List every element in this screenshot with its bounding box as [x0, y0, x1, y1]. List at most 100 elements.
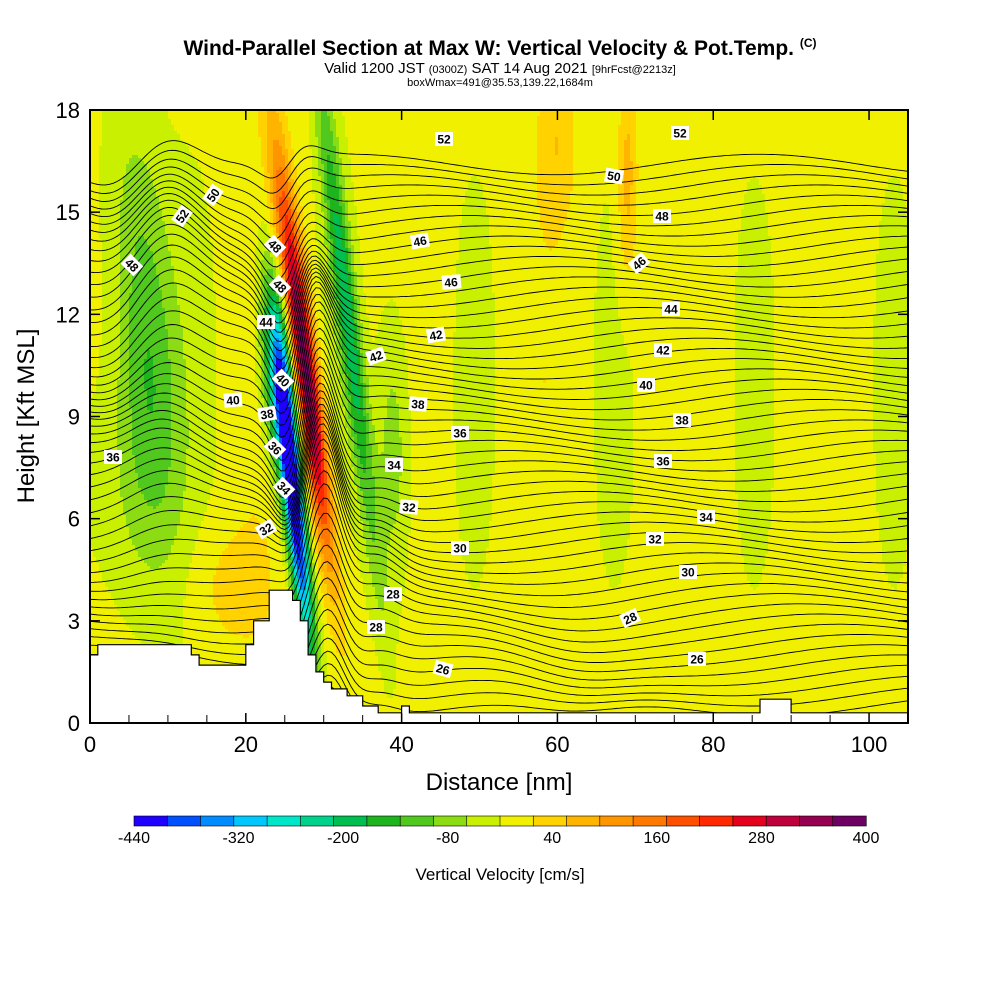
contour-label: 46	[410, 233, 430, 250]
colorbar-label: 400	[853, 830, 880, 847]
contour-label-text: 36	[106, 451, 120, 465]
contour-label: 38	[673, 413, 691, 428]
contour-label: 28	[384, 587, 402, 602]
contour-label: 36	[104, 450, 122, 465]
y-tick-label: 6	[68, 507, 80, 532]
contour-label: 32	[399, 499, 418, 515]
colorbar-swatch	[467, 816, 501, 826]
contour-label-text: 38	[411, 397, 426, 412]
x-tick-label: 60	[545, 732, 569, 757]
contour-label-text: 48	[655, 210, 669, 224]
contour-label-text: 38	[259, 406, 275, 422]
contour-label: 40	[223, 392, 242, 408]
colorbar-swatch	[300, 816, 334, 826]
contour-label: 30	[679, 565, 697, 580]
contour-label: 44	[257, 315, 275, 330]
colorbar-swatch	[334, 816, 368, 826]
contour-label: 52	[671, 126, 689, 141]
contour-label: 50	[604, 168, 624, 185]
contour-label: 40	[637, 378, 655, 393]
contour-label-text: 52	[673, 127, 687, 141]
colorbar-swatch	[167, 816, 201, 826]
y-tick-label: 0	[68, 711, 80, 736]
colorbar-swatch	[234, 816, 268, 826]
contour-label-text: 40	[226, 393, 241, 408]
contour-label-text: 34	[387, 459, 401, 473]
contour-label: 42	[426, 327, 446, 344]
colorbar-label: -320	[223, 830, 255, 847]
contour-label: 32	[646, 532, 664, 547]
x-tick-label: 80	[701, 732, 725, 757]
colorbar-label: 280	[748, 830, 775, 847]
colorbar	[134, 816, 866, 826]
contour-label: 36	[451, 426, 469, 441]
contour-label-text: 28	[369, 621, 383, 635]
colorbar-swatch	[567, 816, 601, 826]
colorbar-label: -440	[118, 830, 150, 847]
contour-label: 34	[697, 510, 715, 525]
y-tick-label: 15	[56, 200, 80, 225]
colorbar-label: 40	[543, 830, 561, 847]
contour-label-text: 30	[453, 542, 467, 556]
y-tick-label: 12	[56, 302, 80, 327]
contour-label-text: 32	[402, 500, 417, 515]
contour-label: 52	[435, 132, 453, 147]
contour-label: 36	[654, 454, 672, 469]
contour-label-text: 40	[639, 379, 653, 393]
contour-label-text: 38	[675, 414, 689, 428]
y-tick-label: 9	[68, 405, 80, 430]
contour-label-text: 42	[656, 344, 670, 358]
colorbar-swatch	[799, 816, 833, 826]
contour-label: 44	[662, 302, 680, 317]
contour-label-text: 46	[444, 275, 459, 290]
contour-label-text: 26	[690, 653, 704, 667]
colorbar-swatch	[267, 816, 301, 826]
colorbar-labels: -440 -320 -200 -80 40 160 280 400	[118, 830, 879, 847]
colorbar-swatch	[833, 816, 867, 826]
contour-label-text: 44	[664, 303, 678, 317]
contour-label: 30	[451, 541, 469, 556]
contour-label-text: 36	[453, 427, 467, 441]
colorbar-swatch	[733, 816, 767, 826]
colorbar-swatch	[134, 816, 168, 826]
contour-label-text: 30	[681, 566, 695, 580]
y-tick-label: 18	[56, 98, 80, 123]
y-axis-label: Height [Kft MSL]	[13, 329, 40, 504]
contour-label-text: 42	[428, 327, 444, 343]
contour-label-text: 52	[437, 133, 451, 147]
colorbar-swatch	[201, 816, 235, 826]
contour-label-text: 32	[648, 533, 662, 547]
contour-label-text: 50	[606, 168, 622, 184]
x-axis-label: Distance [nm]	[426, 769, 573, 796]
colorbar-label: -80	[436, 830, 459, 847]
colorbar-swatch	[700, 816, 734, 826]
contour-label-text: 36	[656, 455, 670, 469]
contour-label: 48	[653, 209, 671, 224]
colorbar-swatch	[633, 816, 667, 826]
contour-label: 38	[408, 396, 427, 412]
colorbar-swatch	[500, 816, 534, 826]
colorbar-swatch	[400, 816, 434, 826]
y-tick-label: 3	[68, 609, 80, 634]
contour-label-text: 46	[412, 233, 428, 249]
colorbar-label: -200	[327, 830, 359, 847]
chart-svg: 5250524848484644444242404038383636363434…	[0, 0, 1000, 1000]
contour-label: 38	[257, 406, 277, 423]
colorbar-swatch	[367, 816, 401, 826]
x-tick-label: 20	[234, 732, 258, 757]
x-tick-label: 40	[389, 732, 413, 757]
contour-label: 46	[441, 274, 460, 290]
contour-label: 42	[654, 343, 672, 358]
contour-label: 34	[385, 458, 403, 473]
x-tick-label: 0	[84, 732, 96, 757]
colorbar-label: 160	[644, 830, 671, 847]
colorbar-swatch	[433, 816, 467, 826]
contour-label-text: 44	[259, 316, 273, 330]
colorbar-swatch	[600, 816, 634, 826]
contour-label-text: 28	[386, 588, 400, 602]
colorbar-swatch	[766, 816, 800, 826]
contour-label: 28	[367, 620, 385, 635]
colorbar-swatch	[533, 816, 567, 826]
contour-label: 26	[688, 652, 706, 667]
colorbar-swatch	[666, 816, 700, 826]
